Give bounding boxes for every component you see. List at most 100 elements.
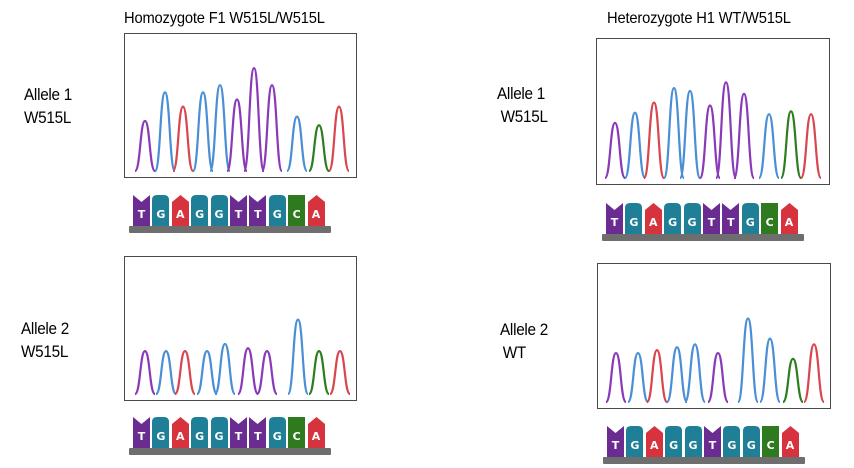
- dna-backbone: [129, 448, 331, 455]
- trace-peak-c: [779, 110, 803, 180]
- base-block-g: G: [683, 202, 701, 234]
- base-block-g: G: [664, 202, 682, 234]
- base-letter: T: [707, 216, 716, 229]
- base-shape: [664, 203, 682, 234]
- base-letter: T: [254, 208, 262, 221]
- base-block-c: C: [761, 202, 779, 234]
- base-letter: G: [195, 208, 205, 221]
- trace-peak-t: [714, 81, 738, 180]
- base-letter: G: [727, 439, 737, 452]
- allele-label: Allele 1 W515L: [497, 82, 548, 128]
- trace-peak-t: [260, 84, 284, 173]
- trace-peak-a: [327, 105, 351, 173]
- trace-peak-g: [683, 343, 707, 404]
- base-shape: [644, 203, 662, 234]
- base-block-a: A: [644, 202, 662, 234]
- base-block-g: G: [210, 416, 228, 448]
- trace-peak-t: [242, 66, 266, 173]
- trace-peak-a: [328, 349, 352, 396]
- base-letter: G: [746, 439, 756, 452]
- base-shape: [249, 417, 267, 448]
- base-shape: [191, 195, 209, 226]
- base-letter: G: [272, 208, 282, 221]
- base-shape: [665, 426, 683, 457]
- base-shape: [307, 417, 325, 448]
- base-block-t: T: [722, 202, 740, 234]
- base-block-g: G: [741, 202, 759, 234]
- base-block-g: G: [268, 194, 286, 226]
- base-block-c: C: [762, 425, 780, 457]
- trace-peak-a: [799, 113, 823, 180]
- base-letter: A: [176, 430, 185, 443]
- trace-peak-t: [732, 92, 756, 180]
- base-shape: [133, 417, 150, 448]
- base-shape: [191, 417, 209, 448]
- base-block-a: A: [645, 425, 663, 457]
- base-letter: A: [649, 216, 658, 229]
- panel-title-heterozygote: Heterozygote H1 WT/W515L: [607, 10, 791, 27]
- base-shape: [645, 426, 663, 457]
- base-block-a: A: [307, 194, 325, 226]
- trace-peak-g: [623, 111, 647, 180]
- base-letter: T: [708, 439, 717, 452]
- base-shape: [703, 426, 721, 457]
- base-letter: T: [611, 439, 620, 452]
- base-block-g: G: [626, 425, 644, 457]
- chromatogram-trace: [603, 81, 823, 180]
- base-shape: [171, 417, 189, 448]
- base-letter: C: [292, 208, 301, 221]
- trace-peak-c: [781, 357, 805, 404]
- base-shape: [722, 203, 740, 234]
- allele-label: Allele 2 W515L: [21, 317, 69, 363]
- base-block-g: G: [723, 425, 741, 457]
- base-shape: [683, 203, 701, 234]
- trace-peak-t: [225, 98, 249, 173]
- base-block-g: G: [210, 194, 228, 226]
- trace-peak-g: [191, 91, 215, 173]
- allele-genotype: W515L: [24, 108, 72, 127]
- base-letter: G: [668, 216, 678, 229]
- trace-peak-g: [195, 349, 219, 396]
- base-letter: A: [650, 439, 659, 452]
- base-letter: G: [214, 430, 224, 443]
- base-block-t: T: [133, 416, 150, 448]
- trace-peak-t: [706, 351, 730, 404]
- base-letter: T: [610, 216, 619, 229]
- dna-backbone: [603, 457, 805, 464]
- dna-backbone: [129, 226, 331, 233]
- base-block-g: G: [684, 425, 702, 457]
- base-block-a: A: [307, 416, 325, 448]
- trace-peak-a: [171, 105, 195, 173]
- base-block-g: G: [665, 425, 683, 457]
- base-block-a: A: [171, 194, 189, 226]
- base-letter: A: [311, 430, 321, 443]
- chromatogram-box: [124, 33, 357, 178]
- trace-peak-g: [758, 337, 782, 404]
- base-shape: [229, 417, 247, 448]
- base-shape: [762, 426, 780, 457]
- panel-title-homozygote: Homozygote F1 W515L/W515L: [124, 10, 325, 27]
- base-letter: G: [195, 430, 205, 443]
- trace-peak-g: [736, 317, 760, 404]
- base-letter: T: [727, 216, 735, 229]
- trace-peak-g: [662, 86, 686, 180]
- base-letter: A: [311, 208, 321, 221]
- base-letter: A: [784, 216, 794, 229]
- base-shape: [288, 195, 306, 226]
- base-letter: A: [785, 439, 795, 452]
- base-letter: G: [629, 216, 639, 229]
- base-shape: [288, 417, 306, 448]
- allele-label: Allele 2 WT: [500, 318, 548, 364]
- base-block-a: A: [781, 425, 799, 457]
- trace-peak-t: [255, 349, 279, 396]
- trace-peak-g: [208, 84, 232, 173]
- base-block-t: T: [607, 425, 624, 457]
- base-letter: G: [156, 208, 166, 221]
- base-letter: T: [234, 208, 243, 221]
- base-letter: G: [745, 216, 755, 229]
- base-shape: [780, 203, 798, 234]
- base-block-t: T: [229, 194, 247, 226]
- allele-genotype: WT: [502, 343, 527, 362]
- base-block-a: A: [780, 202, 798, 234]
